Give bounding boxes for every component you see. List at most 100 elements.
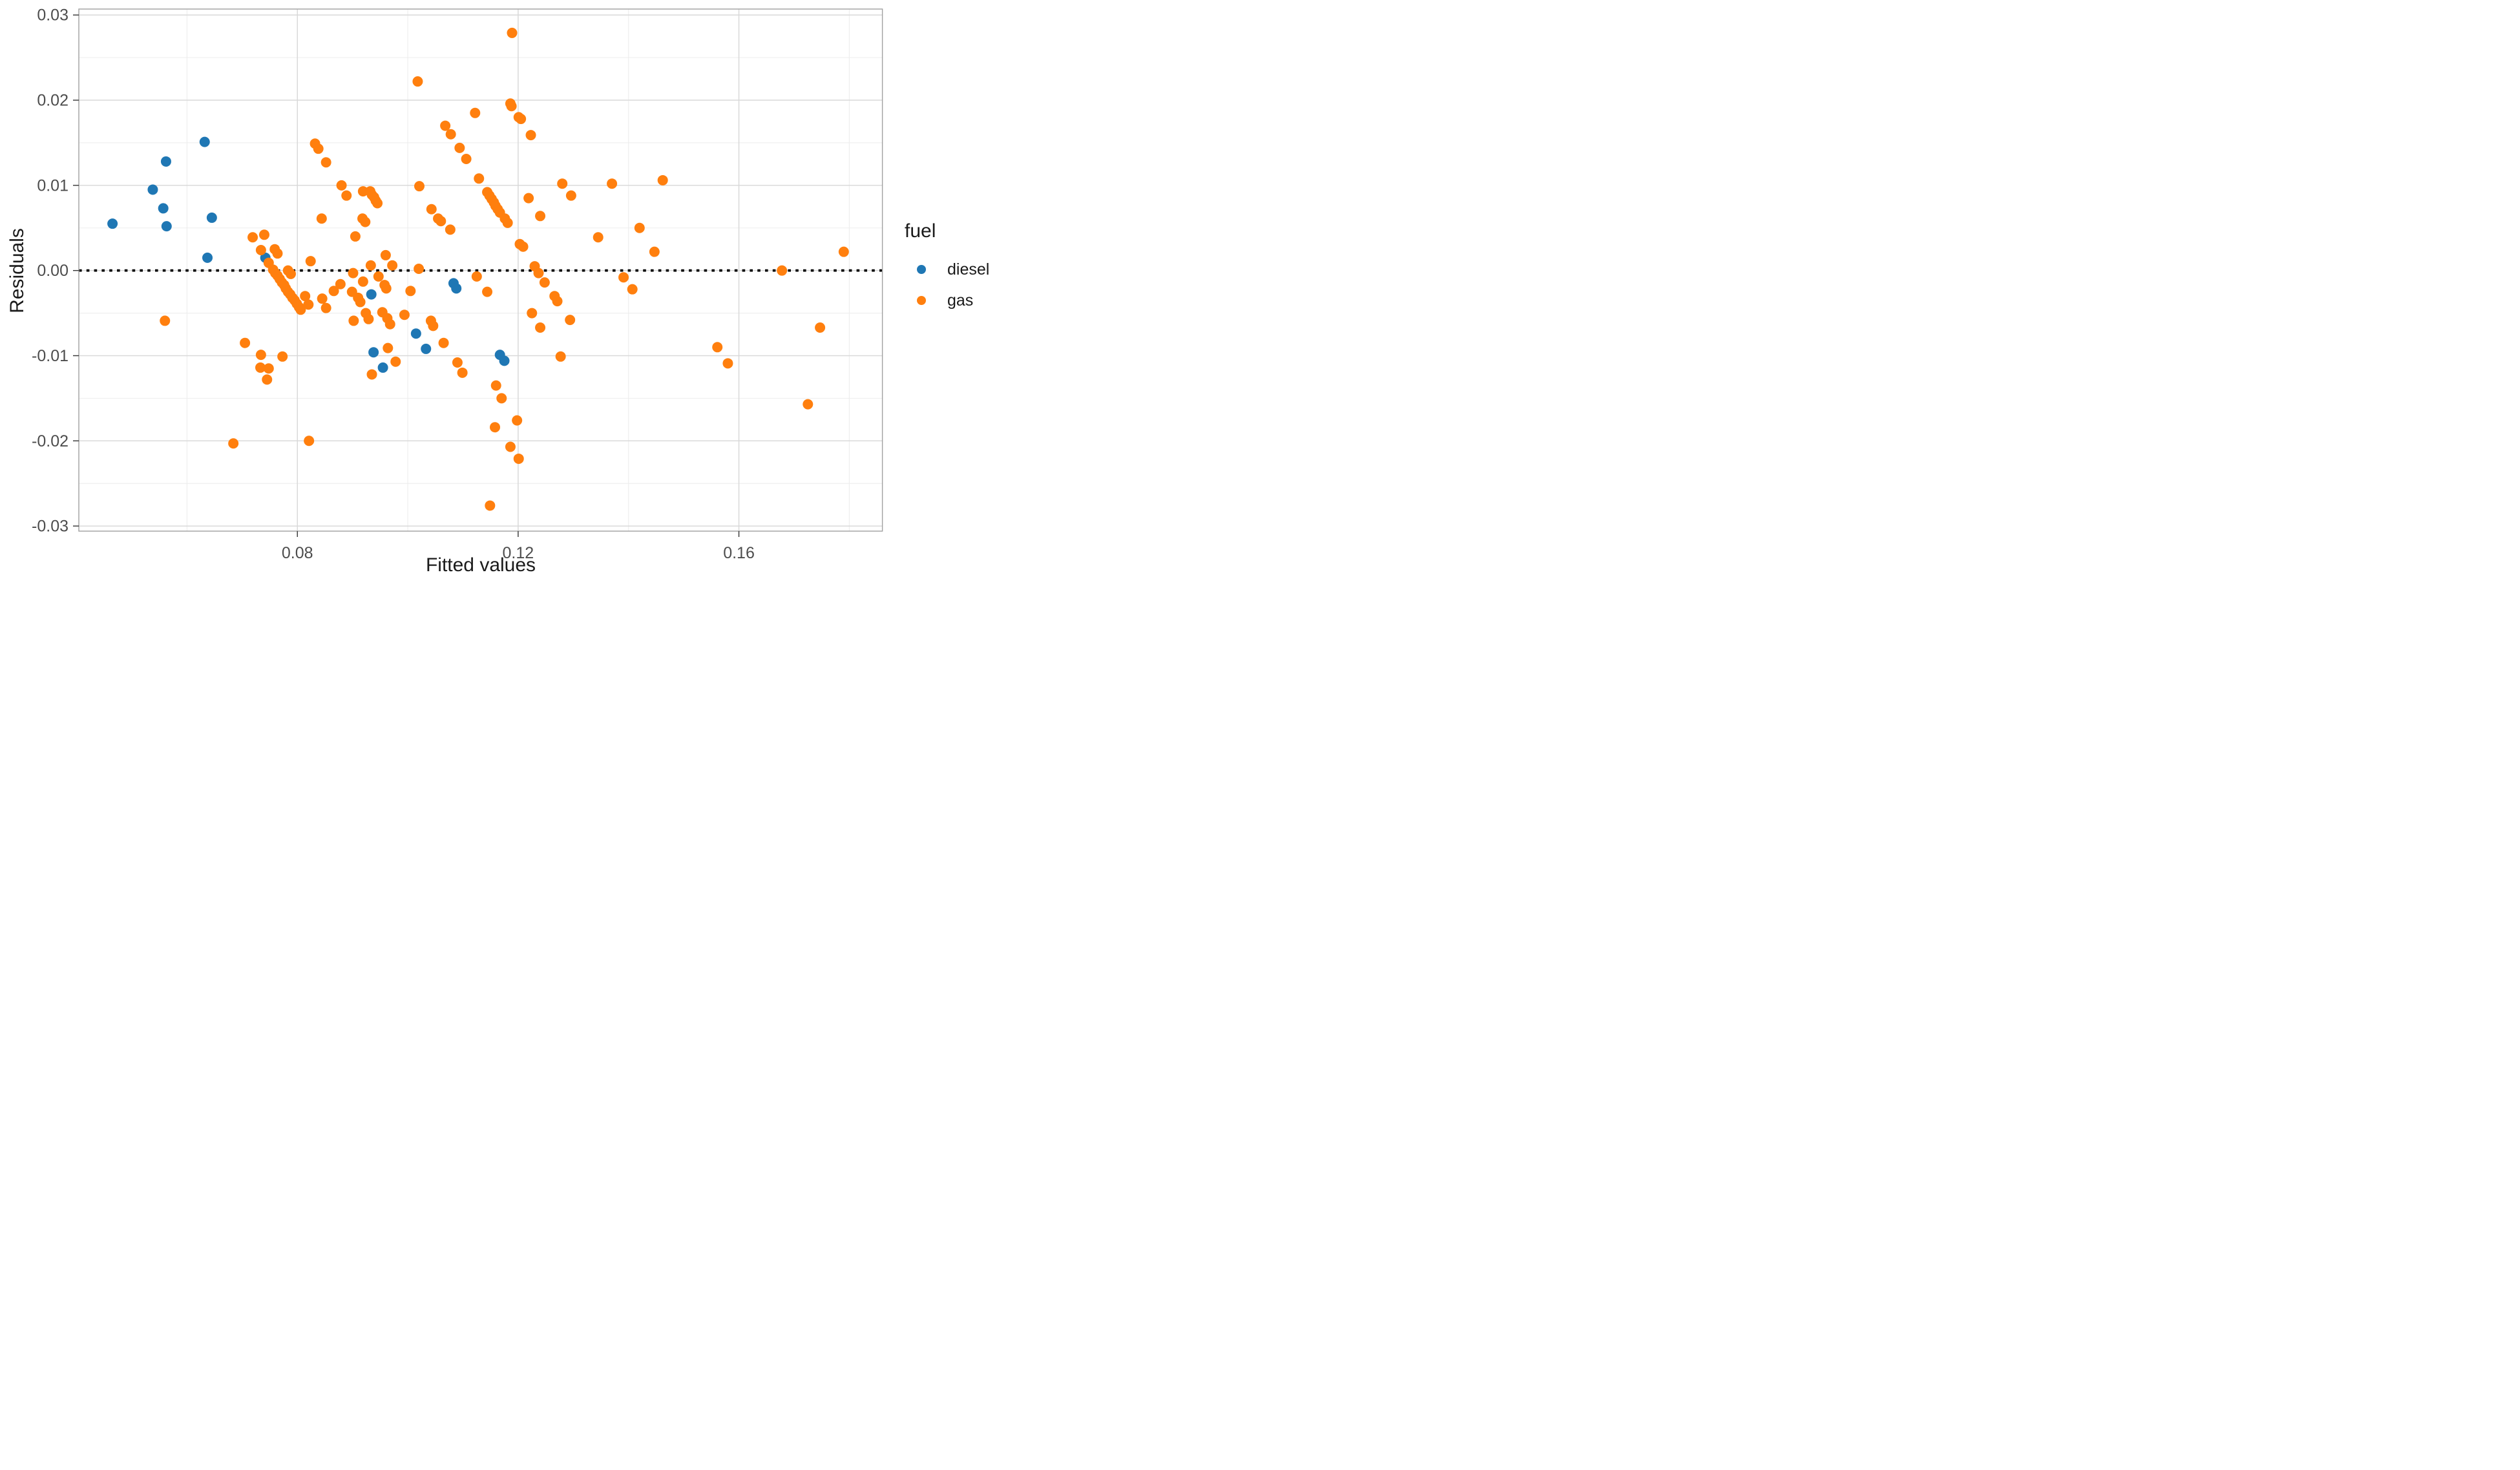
data-point-gas (387, 260, 398, 271)
data-point-diesel (451, 283, 462, 294)
data-point-gas (482, 286, 493, 297)
y-tick-label: 0.00 (37, 262, 68, 280)
data-point-gas (557, 178, 568, 189)
data-point-gas (618, 272, 629, 283)
data-point-gas (320, 302, 331, 313)
data-point-gas (357, 276, 368, 287)
data-point-gas (357, 186, 368, 197)
data-point-gas (295, 304, 306, 315)
data-point-gas (262, 374, 273, 385)
data-point-diesel (499, 355, 510, 366)
data-point-gas (525, 130, 536, 141)
data-point-gas (490, 422, 501, 433)
data-point-gas (555, 351, 566, 362)
data-point-diesel (421, 343, 432, 354)
data-point-gas (341, 190, 352, 201)
data-point-gas (363, 313, 374, 324)
data-point-gas (607, 178, 618, 189)
residuals-vs-fitted-chart: 0.08 0.12 0.16 -0.03 -0.02 -0.01 0.00 0.01 0.02 0… (0, 0, 1008, 588)
data-point-gas (474, 173, 485, 184)
data-point-gas (228, 438, 239, 449)
data-point-gas (512, 415, 523, 426)
data-point-diesel (410, 328, 421, 339)
data-point-diesel (202, 252, 213, 263)
data-point-gas (457, 367, 468, 378)
data-point-gas (255, 350, 266, 361)
data-point-gas (535, 211, 546, 222)
data-point-gas (471, 271, 482, 282)
legend-label-gas: gas (947, 291, 974, 310)
data-point-gas (414, 181, 425, 192)
data-point-gas (815, 322, 826, 333)
data-point-gas (516, 114, 527, 125)
data-point-gas (255, 245, 266, 256)
data-point-gas (277, 351, 288, 362)
data-point-gas (366, 369, 377, 380)
data-point-gas (513, 453, 524, 464)
y-tick-label: -0.03 (32, 518, 68, 536)
data-point-gas (454, 142, 465, 153)
data-point-gas (507, 27, 518, 38)
data-point-gas (712, 342, 723, 353)
x-axis-title: Fitted values (425, 554, 536, 576)
data-point-gas (502, 217, 513, 228)
data-point-diesel (206, 212, 217, 223)
data-point-gas (365, 260, 376, 271)
x-tick-label: 0.12 (503, 544, 534, 562)
data-point-gas (533, 268, 544, 278)
data-point-gas (350, 231, 361, 242)
data-point-gas (535, 322, 546, 333)
data-point-gas (506, 101, 517, 112)
data-point-gas (445, 129, 456, 140)
legend-items: diesel gas (905, 254, 989, 316)
y-axis-title: Residuals (6, 228, 28, 313)
legend-item-diesel: diesel (905, 254, 989, 285)
data-point-gas (381, 283, 392, 294)
data-point-gas (372, 198, 383, 209)
plot-svg: 0.08 0.12 0.16 -0.03 -0.02 -0.01 0.00 0.01 0.02 0… (32, 6, 883, 562)
data-point-gas (440, 120, 451, 131)
data-point-gas (240, 337, 251, 348)
legend-title: fuel (905, 220, 936, 242)
data-point-gas (316, 213, 327, 224)
data-point-gas (390, 356, 401, 367)
legend-swatch-diesel (917, 265, 926, 274)
data-point-gas (649, 246, 660, 257)
data-point-diesel (147, 184, 158, 195)
data-point-gas (565, 315, 576, 326)
data-point-gas (380, 249, 391, 260)
data-point-gas (300, 291, 311, 302)
data-point-gas (355, 297, 366, 308)
data-point-gas (627, 284, 638, 295)
data-point-gas (317, 293, 328, 304)
data-point-gas (412, 76, 423, 87)
data-point-gas (320, 157, 331, 168)
data-point-gas (523, 193, 534, 204)
data-point-gas (496, 393, 507, 404)
data-point-gas (328, 286, 339, 297)
data-point-gas (505, 441, 516, 452)
data-point-gas (428, 320, 439, 331)
data-point-gas (313, 143, 324, 154)
data-point-gas (518, 241, 529, 252)
data-point-gas (426, 204, 437, 215)
data-point-gas (722, 358, 733, 369)
data-point-gas (445, 224, 456, 235)
data-point-gas (360, 216, 371, 227)
data-point-gas (485, 500, 496, 511)
data-point-gas (272, 248, 283, 259)
legend-item-gas: gas (905, 285, 989, 316)
data-point-gas (399, 310, 410, 320)
data-point-gas (303, 299, 314, 310)
data-point-gas (436, 216, 446, 227)
legend-label-diesel: diesel (947, 260, 990, 278)
data-point-gas (438, 337, 449, 348)
data-point-gas (336, 180, 347, 191)
data-point-gas (414, 264, 425, 275)
data-point-diesel (377, 362, 388, 373)
y-tick-label: 0.03 (37, 6, 68, 25)
data-point-gas (160, 315, 171, 326)
data-point-gas (335, 278, 346, 289)
legend: fuel diesel gas (905, 220, 990, 316)
data-point-gas (461, 153, 472, 164)
